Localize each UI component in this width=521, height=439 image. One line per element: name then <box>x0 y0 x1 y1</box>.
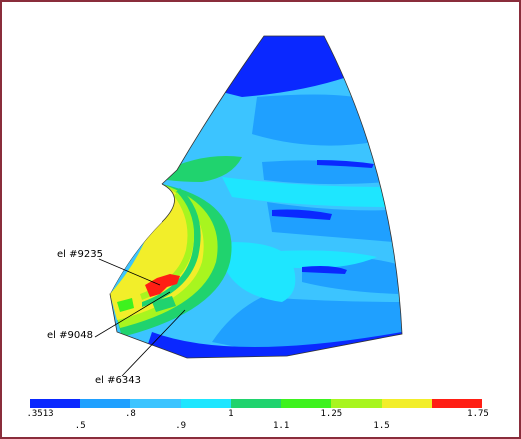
legend-swatch-1 <box>80 399 131 408</box>
hole-cutout <box>109 184 162 294</box>
legend-swatch-7 <box>381 399 432 408</box>
legend-tick-upper-1: .8 <box>125 409 136 419</box>
legend-tick-lower-0: .5 <box>74 421 86 431</box>
callout-el-9048: el #9048 <box>47 330 93 341</box>
legend-tick-lower-1: .9 <box>175 421 187 431</box>
legend-swatch-6 <box>331 399 382 408</box>
legend-swatch-5 <box>281 399 332 408</box>
legend-tick-upper-3: 1.25 <box>320 409 343 419</box>
legend-tick-upper-4: 1.75 <box>467 409 489 419</box>
legend-tick-lower-3: 1.5 <box>373 421 390 431</box>
legend-swatch-2 <box>130 399 181 408</box>
legend-tick-upper-0: .3513 <box>26 409 54 419</box>
sector-outline <box>109 35 403 359</box>
legend-tick-upper-2: 1 <box>228 409 234 419</box>
leader-line-9048 <box>94 291 171 338</box>
callout-el-9235: el #9235 <box>57 249 103 260</box>
leader-line-6343 <box>121 309 186 377</box>
legend-swatch-4 <box>230 399 282 408</box>
callout-el-6343: el #6343 <box>95 375 141 386</box>
color-legend-bar <box>30 399 482 408</box>
leader-line-9235 <box>98 258 161 286</box>
legend-swatch-3 <box>180 399 231 408</box>
leader-lines <box>94 258 186 377</box>
legend-tick-lower-2: 1.1 <box>272 421 290 431</box>
legend-swatch-8 <box>431 399 482 408</box>
legend-swatch-0 <box>30 399 81 408</box>
